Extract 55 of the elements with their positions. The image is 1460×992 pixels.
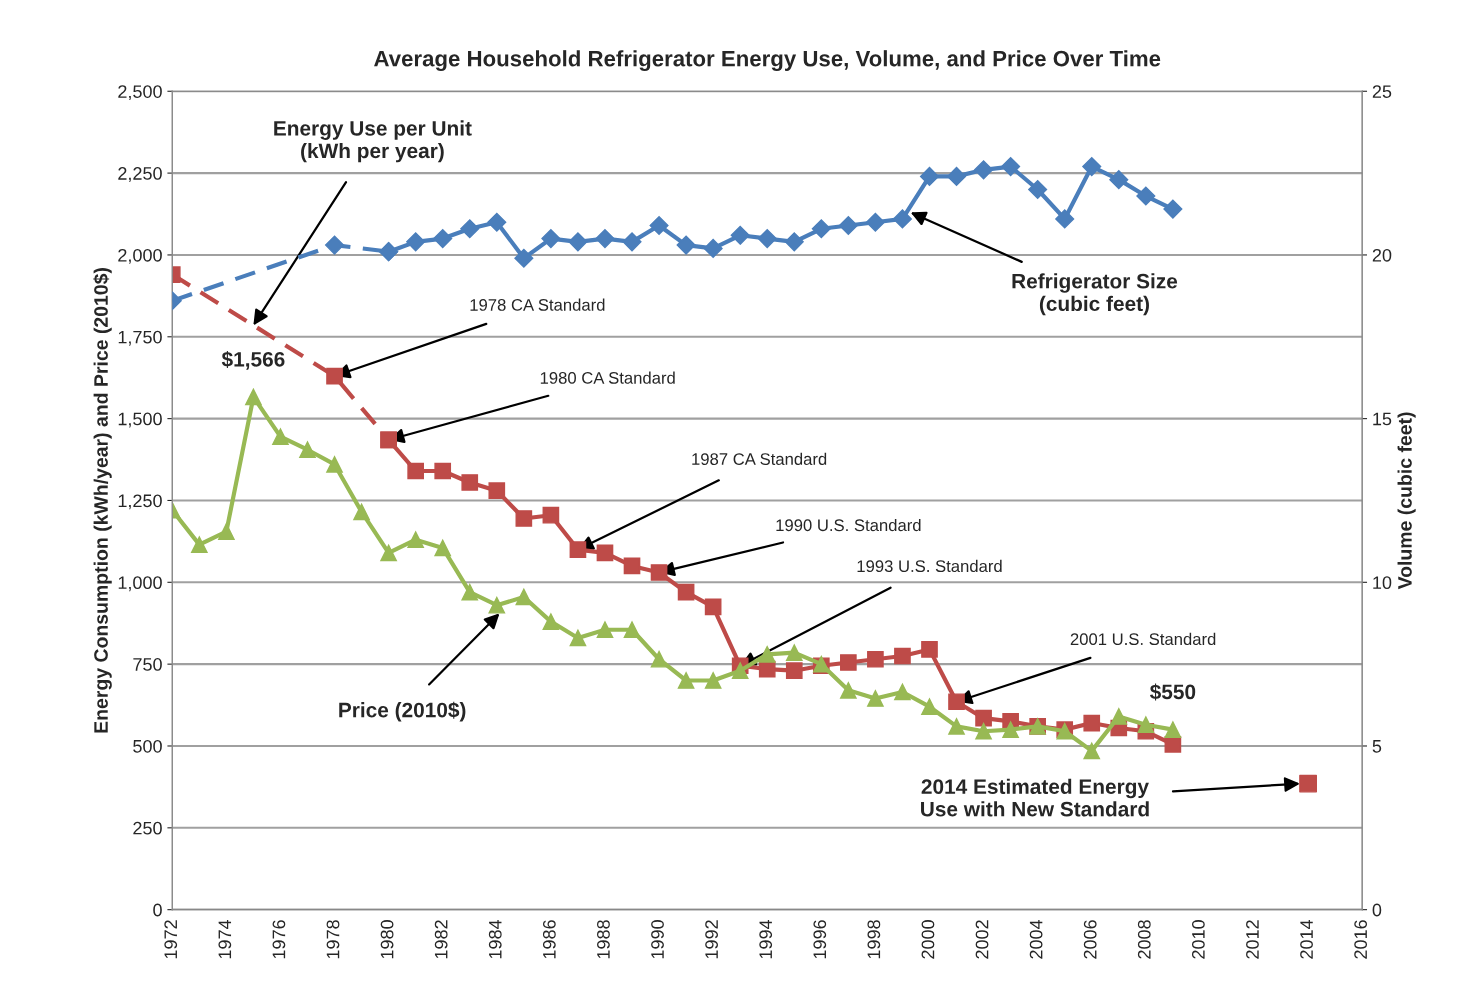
annotation: 2001 U.S. Standard — [1070, 632, 1216, 646]
x-tick-label: 2008 — [1137, 920, 1151, 959]
annotation: Energy Use per Unit (kWh per year) — [274, 120, 472, 163]
annotation: Price (2010$) — [339, 701, 466, 722]
y-tick-label: 2,000 — [118, 248, 162, 264]
x-tick-label: 1972 — [164, 920, 178, 959]
x-tick-label: 2010 — [1191, 920, 1205, 959]
y-tick-label: 1,750 — [118, 330, 162, 346]
y-tick-label: 500 — [133, 739, 162, 753]
y2-tick-label: 25 — [1372, 85, 1392, 98]
y2-tick-label: 0 — [1372, 903, 1382, 917]
x-tick-label: 2002 — [975, 920, 989, 959]
x-tick-label: 1994 — [759, 919, 773, 959]
y-tick-label: 0 — [153, 903, 162, 917]
x-tick-label: 1986 — [542, 920, 556, 959]
x-tick-label: 2000 — [921, 920, 935, 959]
x-tick-label: 1984 — [488, 919, 502, 959]
x-tick-label: 2016 — [1354, 920, 1368, 959]
x-tick-label: 1998 — [867, 920, 881, 959]
x-tick-label: 2014 — [1300, 919, 1313, 959]
annotation: 1980 CA Standard — [540, 371, 675, 384]
y-tick-label: 250 — [133, 821, 162, 835]
y2-tick-label: 15 — [1373, 412, 1392, 426]
y2-tick-label: 5 — [1372, 740, 1382, 753]
y2-tick-label: 20 — [1372, 248, 1392, 262]
y2-axis-title: Volume (cubic feet) — [1397, 412, 1416, 590]
annotation: 2014 Estimated Energy Use with New Standard — [921, 778, 1149, 817]
annotation: 1990 U.S. Standard — [776, 518, 921, 532]
chart-title: Average Household Refrigerator Energy Use, Volume, and Price Over Time — [374, 50, 1161, 71]
annotation: 1993 U.S. Standard — [857, 559, 1002, 573]
y-tick-label: 750 — [133, 658, 162, 671]
y-tick-label: 1,500 — [118, 412, 162, 428]
x-tick-label: 1988 — [597, 920, 610, 959]
x-tick-label: 1976 — [272, 920, 286, 959]
x-tick-label: 2006 — [1083, 920, 1097, 959]
x-tick-label: 1980 — [380, 920, 394, 959]
x-tick-label: 1978 — [326, 920, 340, 959]
annotation: 1978 CA Standard — [470, 298, 605, 311]
x-tick-label: 2012 — [1246, 920, 1259, 959]
data-label: $550 — [1149, 683, 1196, 701]
annotation: 1987 CA Standard — [692, 452, 827, 465]
y-axis-title: Energy Consumption (kWh/year) and Price (2010$) — [93, 268, 112, 733]
x-tick-label: 1982 — [434, 920, 448, 959]
x-tick-label: 1992 — [705, 920, 718, 959]
x-tick-label: 1996 — [813, 920, 827, 959]
y-tick-label: 2,250 — [118, 167, 162, 182]
y-tick-label: 2,500 — [118, 85, 162, 101]
x-tick-label: 1990 — [651, 920, 664, 959]
y2-tick-label: 10 — [1373, 576, 1392, 590]
y-tick-label: 1,250 — [118, 494, 162, 510]
annotation: Refrigerator Size (cubic feet) — [1012, 273, 1178, 316]
x-tick-label: 2004 — [1029, 919, 1043, 959]
x-tick-label: 1974 — [218, 919, 232, 959]
data-label: $1,566 — [221, 351, 285, 370]
y-tick-label: 1,000 — [118, 576, 162, 592]
